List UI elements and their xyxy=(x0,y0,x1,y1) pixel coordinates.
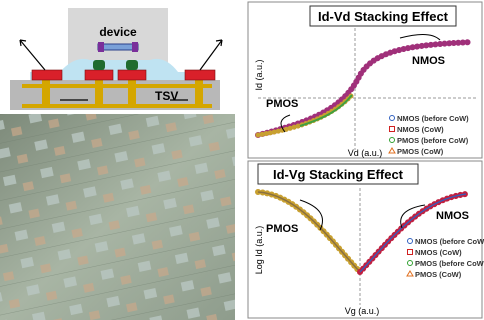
body: {"schematic":{"device_label":"device","t… xyxy=(0,0,484,320)
chart-id-vd: Id-Vd Stacking Effect Id (a.u.) Vd (a.u.… xyxy=(248,2,482,158)
chart-title: Id-Vd Stacking Effect xyxy=(318,9,449,24)
legend-entry: NMOS (before CoW xyxy=(415,237,484,246)
legend-entry: NMOS (before CoW) xyxy=(397,114,469,123)
device-label: device xyxy=(99,25,137,39)
y-axis-label: Log Id (a.u.) xyxy=(254,226,264,275)
pads xyxy=(32,70,215,80)
legend-entry: PMOS (CoW) xyxy=(415,270,462,279)
legend-entry: NMOS (CoW) xyxy=(415,248,462,257)
y-axis-label: Id (a.u.) xyxy=(254,59,264,90)
wafer-photo xyxy=(0,114,235,320)
annotation: NMOS xyxy=(412,55,445,67)
contact xyxy=(132,42,138,52)
figure: device TSV Id-Vd Stacking Effect Id (a.u… xyxy=(0,0,484,320)
bus xyxy=(22,84,212,88)
tsv-label: TSV xyxy=(155,89,178,103)
legend-entry: PMOS (before CoW) xyxy=(397,136,469,145)
contact xyxy=(98,42,104,52)
bus xyxy=(22,104,212,108)
legend-entry: NMOS (CoW) xyxy=(397,125,444,134)
chart-id-vg: Id-Vg Stacking Effect Log Id (a.u.) Vg (… xyxy=(248,161,484,318)
legend-entry: PMOS (before CoW xyxy=(415,259,484,268)
chart-title: Id-Vg Stacking Effect xyxy=(273,167,404,182)
annotation: PMOS xyxy=(266,223,298,235)
annotation: PMOS xyxy=(266,98,298,110)
x-axis-label: Vg (a.u.) xyxy=(345,306,380,316)
page: html,body{margin:0;padding:0;width:484px… xyxy=(0,0,484,320)
photo-chips xyxy=(0,114,235,320)
schematic: device TSV xyxy=(0,0,235,112)
x-axis-label: Vd (a.u.) xyxy=(348,148,383,158)
annotation: NMOS xyxy=(436,210,469,222)
legend-entry: PMOS (CoW) xyxy=(397,147,444,156)
